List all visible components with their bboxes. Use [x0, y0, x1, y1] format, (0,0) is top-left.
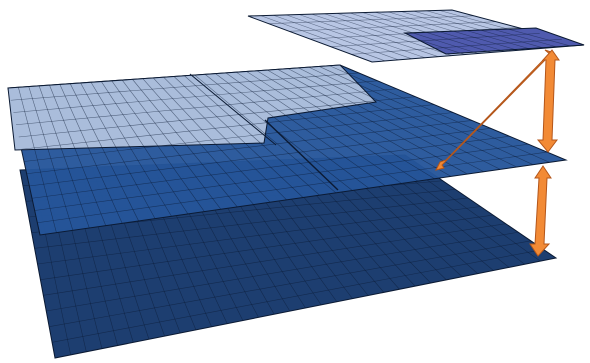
- grid-line: [289, 21, 497, 32]
- middle-layer: [7, 64, 568, 236]
- grid-line: [351, 38, 563, 55]
- grid-line: [330, 33, 541, 47]
- grid-line: [43, 223, 506, 296]
- grid-line: [37, 151, 548, 224]
- grid-line: [309, 27, 519, 40]
- grid-line: [46, 231, 519, 312]
- grid-line: [18, 96, 416, 138]
- grid-line: [10, 72, 359, 101]
- grid-line: [34, 197, 468, 249]
- grid-line: [49, 240, 531, 327]
- top-layer: [247, 9, 585, 63]
- grid-line: [268, 15, 475, 24]
- grid-line: [37, 206, 481, 265]
- grid-line: [26, 120, 472, 175]
- top-layer-grid: [260, 10, 571, 62]
- grid-line: [13, 80, 378, 113]
- arrow-middle-to-bottom: [529, 165, 552, 257]
- grid-line: [15, 88, 397, 126]
- connectors: [435, 49, 560, 257]
- arrow-top-to-middle-vertical: [536, 49, 560, 153]
- grid-line: [31, 135, 510, 199]
- grid-line: [40, 214, 494, 280]
- grid-line: [29, 128, 491, 187]
- middle-layer-grid: [10, 65, 550, 233]
- grid-line: [34, 143, 529, 211]
- grid-line: [52, 249, 544, 343]
- grid-line: [21, 104, 435, 150]
- arrow-top-to-middle-diagonal: [435, 49, 552, 171]
- grid-line: [23, 112, 454, 162]
- middle-layer-seam: [189, 73, 277, 146]
- middle-layer-region-divider: [264, 119, 339, 191]
